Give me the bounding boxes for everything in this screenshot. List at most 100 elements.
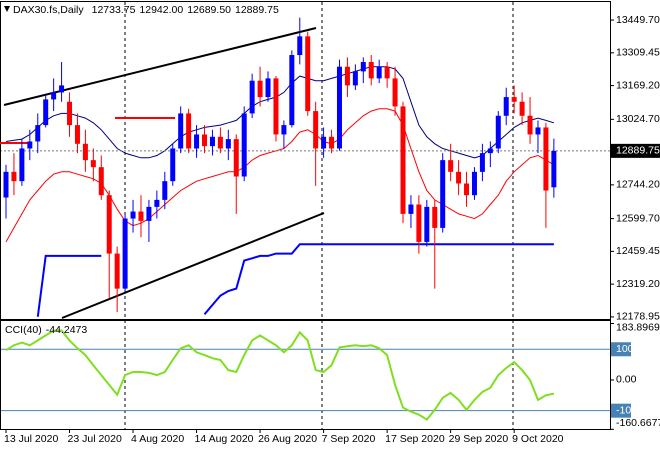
candle-body — [535, 127, 541, 135]
candle-body — [146, 206, 152, 221]
candle-body — [19, 148, 25, 182]
candle-body — [82, 143, 88, 161]
candle-body — [194, 134, 200, 149]
indicator-line — [5, 66, 555, 159]
candle-body — [106, 195, 112, 254]
candle-body — [464, 183, 470, 196]
low-label: 12689.50 — [187, 4, 231, 16]
candle-body — [448, 160, 454, 172]
candle-body — [313, 111, 319, 149]
candle-body — [305, 36, 311, 112]
y-tick-label: 183.8969 — [616, 321, 660, 333]
level-label-box — [611, 342, 631, 357]
candle-body — [376, 66, 382, 79]
x-tick-label: 4 Aug 2020 — [131, 433, 184, 445]
x-tick-label: 23 Jul 2020 — [68, 433, 122, 445]
y-tick-label: 100 — [616, 343, 634, 355]
candle-body — [392, 78, 398, 107]
candle-body — [281, 125, 287, 135]
candle-body — [162, 181, 168, 200]
x-tick-label: 29 Sep 2020 — [449, 433, 509, 445]
x-tick-label: 26 Aug 2020 — [258, 433, 317, 445]
candle-body — [424, 206, 430, 242]
x-tick-label: 13 Jul 2020 — [4, 433, 58, 445]
candle-body — [336, 66, 342, 149]
header: DAX30.fs,Daily 12733.75 12942.00 12689.50 12… — [13, 4, 279, 16]
candle-body — [67, 101, 73, 126]
period-separators — [124, 2, 514, 429]
candle-body — [74, 125, 80, 144]
cci-last: -44.2473 — [46, 324, 88, 336]
cci-title: CCI(40) — [5, 324, 42, 336]
candle-body — [416, 204, 422, 242]
candle-body — [35, 125, 41, 142]
candle-body — [27, 141, 33, 149]
candle-body — [440, 160, 446, 228]
y-tick-label: 12319.20 — [616, 278, 660, 290]
y-tick-label: 13024.70 — [616, 113, 660, 125]
candle-body — [98, 167, 104, 196]
candle-body — [487, 148, 493, 154]
x-tick-label: 7 Sep 2020 — [322, 433, 376, 445]
cci-frame — [0, 320, 611, 430]
candle-body — [178, 113, 184, 149]
candle-body — [543, 127, 549, 191]
candle-body — [273, 78, 279, 135]
candle-body — [43, 99, 49, 126]
candle-body — [130, 211, 136, 219]
candle-body — [352, 71, 358, 86]
level-lines — [0, 117, 175, 144]
candle-body — [456, 171, 462, 184]
candle-body — [511, 97, 517, 102]
candle-body — [90, 160, 96, 168]
candle-body — [527, 115, 533, 135]
candle-body — [519, 101, 525, 116]
candle-body — [186, 113, 192, 149]
x-tick-label: 14 Aug 2020 — [195, 433, 254, 445]
candle-body — [360, 62, 366, 72]
price-frame — [0, 1, 611, 320]
y-tick-label: 13449.70 — [616, 14, 660, 26]
high-label: 12942.00 — [139, 4, 183, 16]
y-tick-label: 12459.45 — [616, 245, 660, 257]
y-tick-label: 12178.95 — [616, 311, 660, 323]
y-tick-label: 12744.20 — [616, 179, 660, 191]
candle-body — [154, 199, 160, 207]
cci-plot — [1, 329, 610, 421]
candle-body — [249, 80, 255, 114]
cci-line — [5, 329, 555, 421]
candle-body — [217, 136, 223, 149]
y-tick-label: 13309.45 — [616, 47, 660, 59]
candle-body — [408, 204, 414, 214]
candle-body — [233, 139, 239, 177]
indicator-line — [36, 243, 554, 317]
symbol-icon — [4, 6, 10, 12]
candle-body — [321, 136, 327, 149]
x-tick-label: 17 Sep 2020 — [385, 433, 445, 445]
candle-body — [479, 153, 485, 172]
candle-body — [11, 171, 17, 182]
candle-body — [265, 78, 271, 98]
close-label: 12889.75 — [235, 4, 279, 16]
indicator-line — [5, 108, 555, 243]
last-price-box — [611, 143, 660, 158]
trend-lines — [3, 27, 325, 319]
candle-body — [495, 115, 501, 149]
candle-body — [225, 139, 231, 149]
candle-body — [400, 106, 406, 214]
price-plot — [1, 17, 610, 317]
candle-body — [471, 171, 477, 196]
symbol: DAX30.fs,Daily — [13, 4, 84, 16]
candle-body — [202, 134, 207, 147]
y-tick-label: 13169.20 — [616, 79, 660, 91]
candle-body — [3, 171, 9, 198]
axes: 13449.70 13309.45 13169.20 13024.70 12744.20… — [4, 14, 660, 445]
candle-body — [329, 136, 335, 149]
candle-body — [551, 150, 557, 188]
candle-body — [368, 62, 374, 79]
candle-body — [114, 253, 120, 289]
x-tick-label: 9 Oct 2020 — [512, 433, 564, 445]
candle-body — [432, 206, 438, 228]
candle-body — [384, 66, 390, 79]
